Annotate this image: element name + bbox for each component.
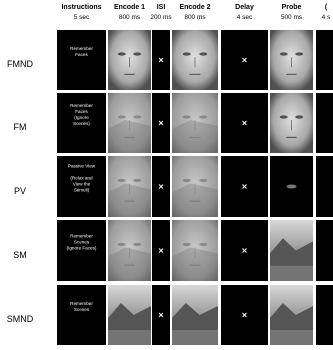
- column-title: Encode 2: [179, 4, 210, 11]
- figure: Instructions 5 sec Encode 1 800 ms ISI 200 ms…: [0, 0, 333, 350]
- column-duration: 500 ms: [281, 14, 303, 21]
- column-duration: 800 ms: [184, 14, 206, 21]
- column-duration: 200 ms: [150, 14, 172, 21]
- instruction-text: Scenes: [74, 239, 90, 244]
- instruction-text: Remember: [70, 233, 93, 238]
- scene-water: [108, 330, 151, 345]
- condition-label: SM: [13, 250, 27, 260]
- instruction-screen: [57, 30, 106, 90]
- eye: [183, 243, 191, 246]
- column-title: Probe: [282, 4, 302, 11]
- eye: [295, 52, 303, 55]
- eye: [280, 52, 288, 55]
- instruction-text: Remember: [70, 103, 93, 108]
- blank-screen: [316, 220, 333, 281]
- scene-water: [270, 330, 313, 345]
- column-title: (: [325, 4, 328, 11]
- scene-water: [270, 266, 313, 281]
- column-duration: 4 sec: [237, 14, 253, 21]
- instruction-text: (Ignore: [74, 115, 89, 120]
- instruction-text: Scenes): [73, 121, 90, 126]
- instruction-text: (Relax and: [70, 175, 93, 180]
- eye: [199, 52, 207, 55]
- instruction-text: Faces: [75, 52, 88, 57]
- eye: [118, 243, 126, 246]
- column-title: Instructions: [61, 4, 101, 11]
- instruction-text: Stimuli): [74, 187, 90, 192]
- column-duration: 800 ms: [119, 14, 141, 21]
- instruction-text: Faces: [75, 109, 88, 114]
- eye: [118, 52, 126, 55]
- eye: [183, 179, 191, 182]
- instruction-text: View the: [73, 181, 91, 186]
- eye: [199, 115, 207, 118]
- blank-screen: [316, 285, 333, 345]
- column-title: Encode 1: [114, 4, 145, 11]
- eye: [133, 115, 141, 118]
- condition-label: FMND: [7, 59, 33, 69]
- instruction-text: Remember: [70, 46, 93, 51]
- eye: [199, 179, 207, 182]
- instruction-text: (Ignore Faces): [67, 245, 97, 250]
- condition-label: SMND: [7, 314, 34, 324]
- eye: [133, 243, 141, 246]
- blank-screen: [316, 156, 333, 217]
- column-duration: 4 s: [322, 14, 331, 21]
- eye: [183, 52, 191, 55]
- eye: [199, 243, 207, 246]
- condition-label: FM: [14, 122, 27, 132]
- column-title: ISI: [157, 4, 166, 11]
- probe-stimulus: [287, 185, 297, 189]
- blank-screen: [316, 30, 333, 90]
- eye: [118, 115, 126, 118]
- instruction-screen: [57, 285, 106, 345]
- column-title: Delay: [235, 4, 254, 11]
- blank-screen: [316, 93, 333, 153]
- column-duration: 5 sec: [74, 14, 90, 21]
- eye: [295, 115, 303, 118]
- eye: [183, 115, 191, 118]
- instruction-text: Passive View: [68, 163, 96, 168]
- instruction-text: Scenes: [74, 307, 90, 312]
- page: {"header": {"columns": [ {"name": "Instr…: [0, 0, 333, 350]
- condition-label: PV: [14, 186, 26, 196]
- eye: [280, 115, 288, 118]
- eye: [133, 52, 141, 55]
- instruction-text: Remember: [70, 301, 93, 306]
- eye: [133, 179, 141, 182]
- eye: [118, 179, 126, 182]
- instruction-screen: [57, 220, 106, 281]
- scene-water: [172, 330, 218, 345]
